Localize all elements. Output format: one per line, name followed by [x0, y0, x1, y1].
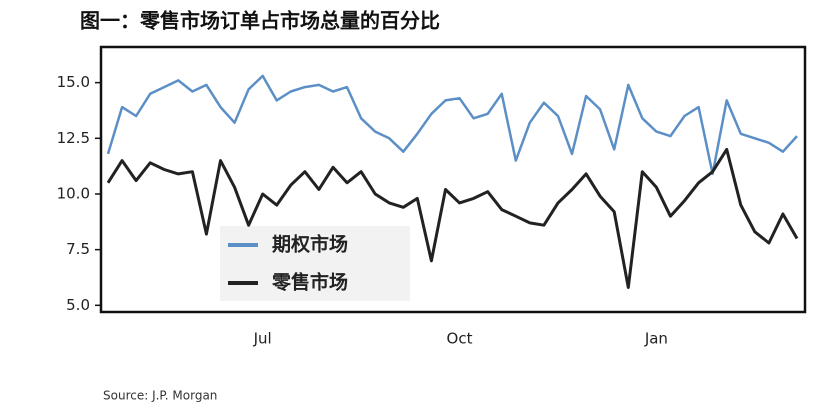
y-tick-label: 7.5	[66, 240, 90, 258]
y-tick-label: 15.0	[57, 73, 90, 91]
x-tick-label: Jan	[644, 330, 668, 348]
legend-label: 期权市场	[272, 233, 348, 256]
series-line	[106, 147, 799, 289]
x-tick-label: Jul	[253, 330, 272, 348]
source-note: Source: J.P. Morgan	[103, 389, 217, 403]
series-line	[106, 74, 798, 176]
legend-label: 零售市场	[271, 271, 348, 294]
chart-title: 图一：零售市场订单占市场总量的百分比	[80, 9, 440, 33]
x-tick-label: Oct	[447, 330, 473, 348]
legend-box	[220, 226, 410, 301]
plot-frame	[99, 45, 807, 314]
y-tick-label: 12.5	[57, 129, 90, 147]
y-tick-label: 10.0	[57, 184, 90, 202]
y-tick-label: 5.0	[66, 296, 90, 314]
